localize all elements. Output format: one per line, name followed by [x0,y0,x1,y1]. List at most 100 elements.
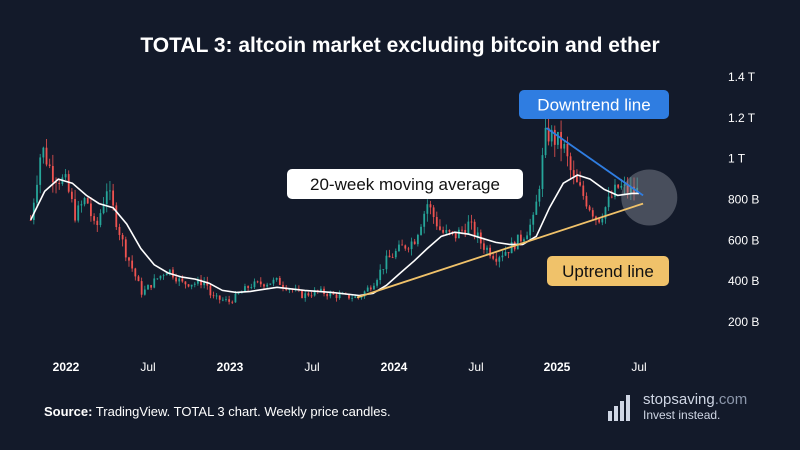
candle-body [516,234,519,250]
candle-body [510,242,513,254]
candle-body [90,203,92,217]
candle-body [369,287,372,290]
candle-body [159,275,162,279]
candle-body [526,235,528,240]
candle-body [601,218,604,223]
candle-body [467,221,470,234]
candle-body [209,285,212,296]
candle-body [492,256,495,259]
y-axis: 1.4 T 1.2 T 1 T 800 B 600 B 400 B 200 B [728,70,759,329]
candle-body [617,184,620,188]
candle-body [591,210,594,217]
candle-body [259,281,262,285]
candle-body [187,284,190,287]
candle-body [351,297,354,299]
x-tick-label: Jul [468,360,483,374]
candle-body [178,278,181,282]
candle-body [93,216,95,221]
moving-average-label-text: 20-week moving average [310,175,500,194]
candle-body [348,293,350,299]
candle-body [184,281,187,285]
candle-body [394,251,397,258]
candle-body [495,258,498,262]
candle-body [301,290,303,299]
downtrend-line [545,127,644,197]
candle-body [203,281,206,286]
candle-body [32,202,35,221]
candle-body [282,284,284,288]
candle-body [83,198,86,205]
candle-body [256,281,259,283]
candle-body [275,277,278,280]
candle-body [313,290,316,296]
candle-body [435,217,438,227]
candle-body [614,184,616,197]
candle-body [231,301,234,303]
candle-body [529,224,532,236]
candle-body [404,245,407,249]
candle-body [439,226,441,230]
x-tick-label: 2023 [217,360,244,374]
candle-body [128,257,130,261]
candle-body [263,284,265,287]
candle-body [607,196,610,208]
candle-body [310,295,313,297]
brand-logo[interactable]: stopsaving.com Invest instead. [607,391,767,427]
candle-body [445,230,448,233]
moving-average-label-box [287,169,523,199]
candle-body [134,268,137,277]
candle-body [105,191,108,205]
candle-body [112,190,115,206]
candle-body [206,281,209,286]
candle-body [221,299,224,301]
candle-body [461,229,463,231]
candle-body [410,241,413,250]
candle-body [379,269,382,281]
candle-body [48,164,51,167]
candle-body [74,199,76,221]
candle-body [398,244,400,252]
candle-body [45,147,48,165]
candle-body [572,170,575,176]
candle-body [407,248,410,250]
candle-body [102,204,105,214]
candle-body [266,284,269,287]
candle-body [70,191,73,200]
candle-body [354,296,357,298]
candle-body [553,129,556,145]
candle-body [535,201,538,215]
candle-body [423,213,426,227]
candle-body [234,293,237,303]
candle-body [473,221,476,237]
candle-body [147,285,149,290]
candle-body [382,269,385,271]
candle-body [507,252,510,254]
candle-body [250,287,253,288]
candle-body [454,232,457,239]
candle-body [200,279,202,286]
candle-body [150,285,153,288]
overlays-layer [29,127,678,299]
candles-layer [29,115,639,305]
downtrend-label-text: Downtrend line [537,96,650,115]
x-tick-label: 2022 [53,360,80,374]
candle-body [391,257,394,259]
candle-body [80,204,83,206]
candle-body [215,295,218,297]
candle-body [429,204,432,208]
candle-body [582,185,585,196]
candle-body [523,239,525,242]
candle-body [610,196,613,198]
candle-body [569,156,572,171]
y-tick-label: 600 B [728,233,759,247]
candle-body [498,257,501,262]
candle-body [595,216,597,220]
source-text: TradingView. TOTAL 3 chart. Weekly price… [95,404,391,419]
candle-body [77,205,80,221]
candle-body [360,296,363,298]
source-label: Source: [44,404,93,419]
candle-body [557,131,559,145]
candle-body [51,166,54,183]
candle-body [39,157,42,185]
